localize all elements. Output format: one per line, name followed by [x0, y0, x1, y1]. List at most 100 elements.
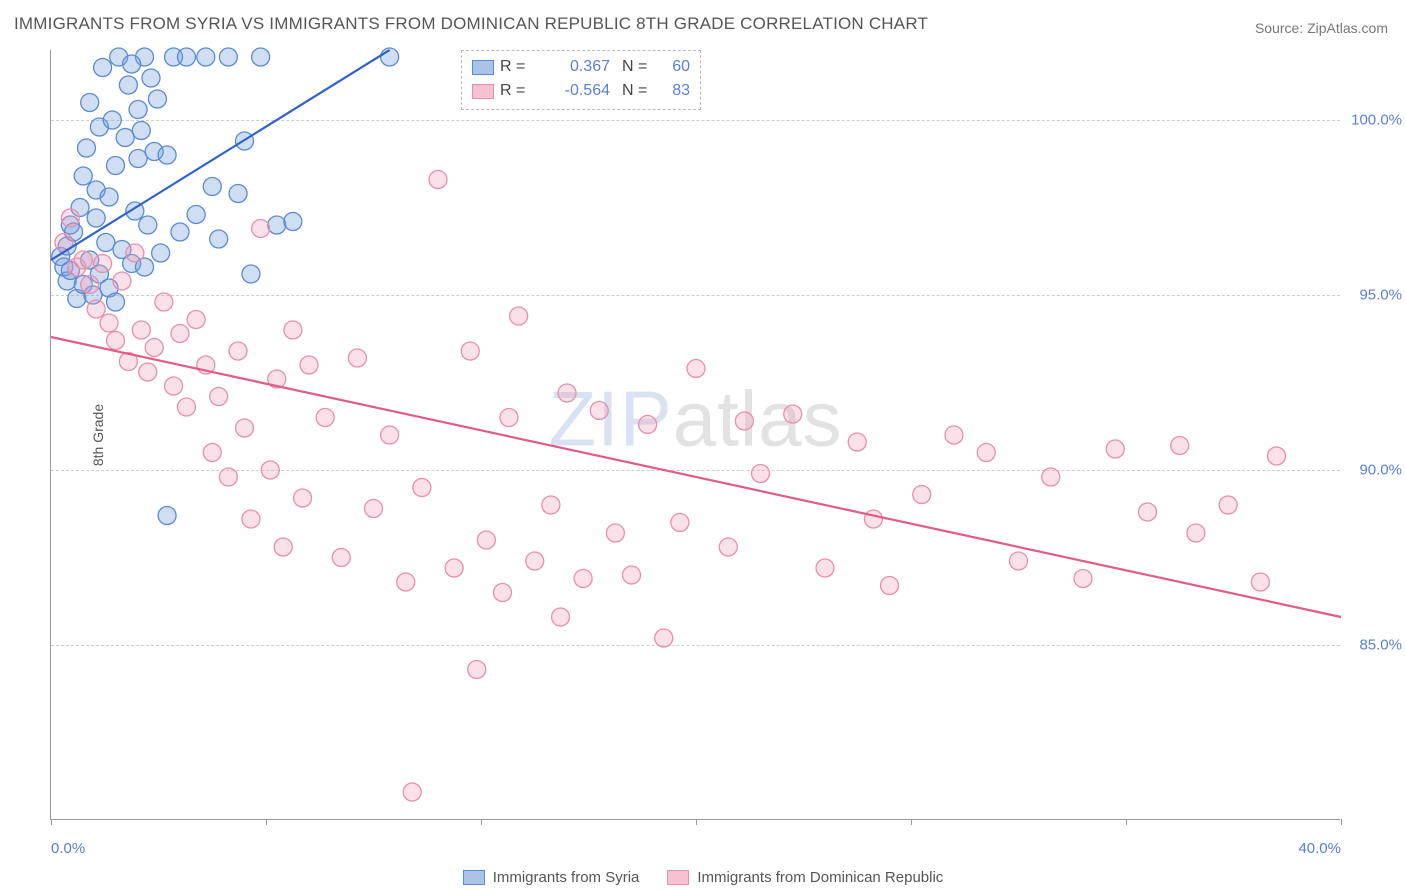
data-point [177, 48, 195, 66]
data-point [477, 531, 495, 549]
legend-swatch [472, 84, 494, 99]
data-point [113, 272, 131, 290]
data-point [107, 293, 125, 311]
data-point [284, 321, 302, 339]
data-point [252, 220, 270, 238]
data-point [100, 188, 118, 206]
data-point [210, 230, 228, 248]
data-point [148, 90, 166, 108]
data-point [284, 213, 302, 231]
legend-n-label: N = [622, 82, 650, 100]
x-tick [911, 819, 912, 825]
data-point [177, 398, 195, 416]
data-point [848, 433, 866, 451]
data-point [187, 311, 205, 329]
data-point [145, 339, 163, 357]
data-point [274, 538, 292, 556]
data-point [129, 101, 147, 119]
x-tick [51, 819, 52, 825]
data-point [242, 510, 260, 528]
legend-r-value: 0.367 [540, 58, 610, 76]
data-point [752, 465, 770, 483]
data-point [261, 461, 279, 479]
legend-n-value: 60 [656, 58, 690, 76]
data-point [500, 409, 518, 427]
chart-source: Source: ZipAtlas.com [1255, 20, 1388, 36]
data-point [87, 209, 105, 227]
data-point [100, 314, 118, 332]
data-point [203, 444, 221, 462]
data-point [94, 255, 112, 273]
data-point [81, 276, 99, 294]
data-point [429, 171, 447, 189]
y-tick-label: 95.0% [1359, 287, 1402, 304]
data-point [242, 265, 260, 283]
data-point [74, 167, 92, 185]
data-point [219, 468, 237, 486]
data-point [816, 559, 834, 577]
data-point [510, 307, 528, 325]
data-point [187, 206, 205, 224]
data-point [74, 251, 92, 269]
x-tick [266, 819, 267, 825]
data-point [397, 573, 415, 591]
legend-row: R =-0.564N =83 [472, 79, 690, 103]
data-point [1171, 437, 1189, 455]
data-point [784, 405, 802, 423]
data-point [229, 185, 247, 203]
legend-item: Immigrants from Syria [463, 869, 640, 886]
data-point [639, 416, 657, 434]
data-point [381, 426, 399, 444]
chart-title: IMMIGRANTS FROM SYRIA VS IMMIGRANTS FROM… [14, 14, 928, 34]
data-point [103, 111, 121, 129]
legend-r-label: R = [500, 82, 534, 100]
data-point [590, 402, 608, 420]
legend-swatch [667, 870, 689, 885]
data-point [1074, 570, 1092, 588]
plot-area: 8th Grade 85.0%90.0%95.0%100.0% 0.0%40.0… [50, 50, 1340, 820]
data-point [687, 360, 705, 378]
data-point [268, 216, 286, 234]
data-point [252, 48, 270, 66]
legend-r-value: -0.564 [540, 82, 610, 100]
data-point [294, 489, 312, 507]
x-tick [1126, 819, 1127, 825]
data-point [348, 349, 366, 367]
data-point [881, 577, 899, 595]
data-point [735, 412, 753, 430]
data-point [97, 234, 115, 252]
x-tick [1341, 819, 1342, 825]
data-point [139, 363, 157, 381]
data-point [132, 122, 150, 140]
data-point [129, 150, 147, 168]
data-point [671, 514, 689, 532]
legend-row: R =0.367N =60 [472, 55, 690, 79]
data-point [413, 479, 431, 497]
data-point [1268, 447, 1286, 465]
data-point [1219, 496, 1237, 514]
data-point [468, 661, 486, 679]
x-tick-label: 0.0% [51, 840, 85, 857]
data-point [236, 419, 254, 437]
data-point [139, 216, 157, 234]
data-point [1251, 573, 1269, 591]
data-point [61, 209, 79, 227]
data-point [81, 94, 99, 112]
legend-n-label: N = [622, 58, 650, 76]
legend-label: Immigrants from Syria [493, 869, 640, 886]
data-point [655, 629, 673, 647]
legend-bottom: Immigrants from SyriaImmigrants from Dom… [0, 869, 1406, 886]
data-point [461, 342, 479, 360]
data-point [107, 332, 125, 350]
data-point [77, 139, 95, 157]
data-point [142, 69, 160, 87]
data-point [945, 426, 963, 444]
data-point [316, 409, 334, 427]
data-point [526, 552, 544, 570]
data-point [332, 549, 350, 567]
data-point [300, 356, 318, 374]
x-tick [481, 819, 482, 825]
data-point [1139, 503, 1157, 521]
data-point [542, 496, 560, 514]
data-point [107, 157, 125, 175]
